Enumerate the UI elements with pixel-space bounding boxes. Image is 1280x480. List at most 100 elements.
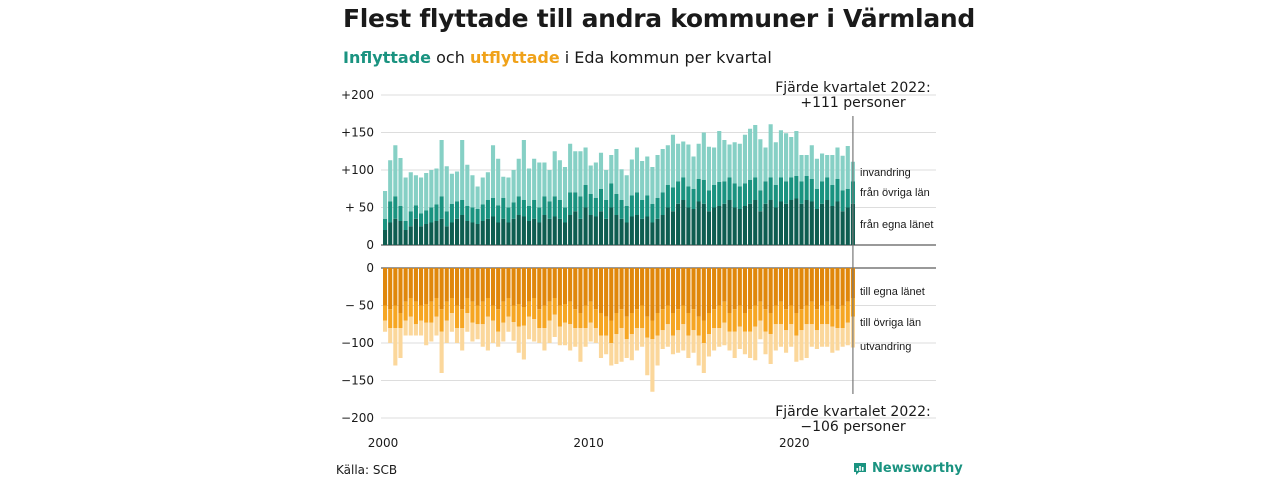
- bar-out-segment: [609, 343, 614, 366]
- bar-in-segment: [403, 177, 408, 221]
- bar-in-segment: [614, 194, 619, 215]
- bar-out-segment: [820, 324, 825, 347]
- bar-out-segment: [537, 268, 542, 310]
- bar-out-segment: [614, 334, 619, 364]
- bar-in-segment: [408, 226, 413, 245]
- bar-in-segment: [722, 181, 727, 204]
- bar-in-segment: [568, 192, 573, 215]
- bar-out-segment: [393, 328, 398, 366]
- bar-in-segment: [573, 192, 578, 212]
- bar-in-segment: [501, 218, 506, 245]
- bar-in-segment: [712, 207, 717, 245]
- bar-in-segment: [449, 222, 454, 245]
- bar-in-segment: [670, 211, 676, 245]
- bar-out-segment: [835, 268, 840, 310]
- bar-out-segment: [598, 335, 604, 358]
- bar-out-segment: [434, 268, 439, 298]
- bar-out-segment: [496, 309, 501, 332]
- bar-out-segment: [758, 320, 763, 340]
- bar-in-segment: [670, 187, 676, 212]
- bar-out-segment: [526, 268, 532, 302]
- bar-out-segment: [784, 330, 789, 353]
- bar-in-segment: [763, 147, 768, 182]
- bar-out-segment: [717, 328, 722, 347]
- bar-in-segment: [496, 205, 501, 223]
- bar-in-segment: [424, 173, 429, 211]
- bar-in-segment: [485, 200, 490, 219]
- bar-out-segment: [424, 268, 429, 304]
- bar-in-segment: [537, 222, 542, 245]
- bar-out-segment: [763, 268, 768, 310]
- bar-out-segment: [753, 268, 758, 306]
- bar-out-segment: [485, 298, 490, 317]
- bar-out-segment: [593, 328, 598, 343]
- bar-in-segment: [383, 218, 388, 230]
- bar-in-segment: [562, 167, 568, 208]
- bar-in-segment: [609, 183, 614, 208]
- bar-in-segment: [640, 218, 645, 245]
- bar-out-segment: [444, 320, 449, 343]
- bar-in-segment: [640, 161, 645, 200]
- bar-out-segment: [645, 337, 650, 376]
- bar-out-segment: [706, 313, 712, 334]
- bar-in-segment: [460, 140, 465, 200]
- bar-out-segment: [485, 316, 490, 351]
- bar-in-segment: [717, 182, 722, 206]
- bar-out-segment: [439, 268, 444, 310]
- bar-out-segment: [454, 268, 460, 306]
- bar-out-segment: [542, 305, 547, 328]
- bar-out-segment: [578, 328, 583, 362]
- bar-out-segment: [614, 313, 619, 334]
- bar-out-segment: [691, 309, 696, 331]
- bar-in-segment: [398, 158, 403, 206]
- bar-in-segment: [521, 216, 526, 245]
- bar-out-segment: [727, 313, 732, 332]
- bar-in-segment: [640, 200, 645, 219]
- bar-in-segment: [496, 222, 501, 245]
- bar-out-segment: [701, 320, 706, 343]
- bar-out-segment: [475, 268, 480, 306]
- bar-out-segment: [634, 309, 640, 328]
- bar-out-segment: [485, 268, 490, 298]
- bar-in-segment: [665, 145, 670, 185]
- bar-in-segment: [629, 159, 634, 196]
- bar-out-segment: [552, 268, 557, 298]
- bar-in-segment: [712, 185, 717, 208]
- bar-out-segment: [449, 298, 454, 313]
- bar-out-segment: [650, 268, 655, 321]
- bars-inflow: [383, 124, 855, 245]
- bar-out-segment: [753, 305, 758, 327]
- bar-out-segment: [717, 268, 722, 306]
- bar-in-segment: [532, 218, 537, 245]
- bar-out-segment: [398, 268, 403, 313]
- bar-in-segment: [598, 152, 604, 189]
- bar-out-segment: [820, 268, 825, 306]
- bar-out-segment: [403, 320, 408, 336]
- bar-out-segment: [506, 298, 511, 317]
- bar-in-segment: [840, 190, 845, 212]
- bar-out-segment: [794, 313, 799, 336]
- bar-out-segment: [460, 328, 465, 351]
- bar-in-segment: [737, 209, 742, 245]
- bar-out-segment: [840, 305, 845, 328]
- bar-in-segment: [835, 147, 840, 179]
- bar-out-segment: [398, 328, 403, 358]
- subtitle-och: och: [431, 48, 470, 67]
- bar-in-segment: [820, 153, 825, 182]
- bar-out-segment: [809, 324, 814, 347]
- bar-in-segment: [845, 188, 850, 208]
- bar-out-segment: [737, 268, 742, 306]
- bar-in-segment: [665, 207, 670, 245]
- bar-out-segment: [840, 328, 845, 347]
- bar-in-segment: [681, 200, 686, 245]
- bar-in-segment: [475, 209, 480, 224]
- source-note: Källa: SCB: [336, 463, 398, 477]
- bar-out-segment: [830, 326, 835, 353]
- newsworthy-logo[interactable]: Newsworthy: [853, 461, 963, 476]
- bar-out-segment: [778, 324, 783, 347]
- bar-out-segment: [403, 268, 408, 302]
- annotation-bottom-line1: Fjärde kvartalet 2022:: [775, 404, 931, 420]
- bar-out-segment: [655, 335, 660, 366]
- subtitle-utflyttade: utflyttade: [469, 48, 560, 67]
- bar-out-segment: [460, 309, 465, 328]
